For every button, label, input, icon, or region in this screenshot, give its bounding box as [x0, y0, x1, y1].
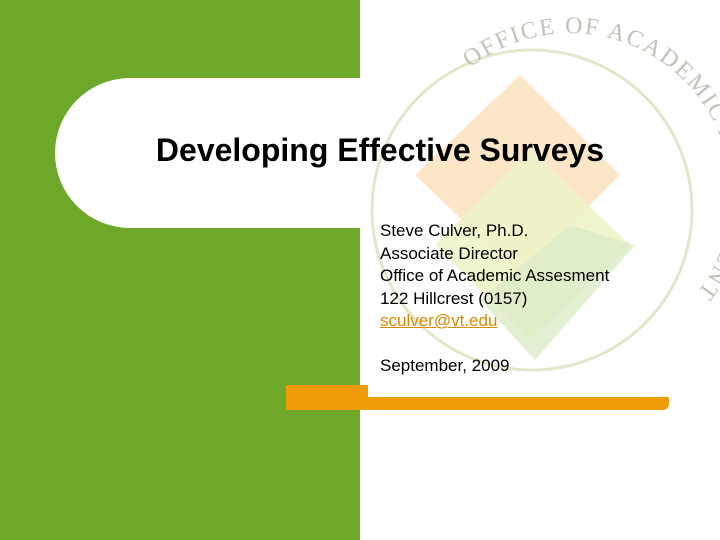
presenter-role: Associate Director	[380, 243, 518, 263]
presenter-office: Office of Academic Assesment	[380, 266, 610, 285]
logo-diamond-yellow	[435, 150, 630, 340]
spacer	[380, 333, 609, 356]
presenter-name: Steve Culver, Ph.D.	[380, 221, 529, 240]
logo-diamond-green	[480, 225, 635, 360]
presenter-info: Steve Culver, Ph.D. Associate Director O…	[380, 220, 609, 378]
presenter-address: 122 Hillcrest (0157)	[380, 288, 528, 308]
title-banner	[55, 78, 455, 228]
email-link[interactable]: sculver@vt.edu	[380, 311, 498, 330]
office-logo-watermark: OFFICE OF ACADEMIC ASSESSMENT	[370, 13, 720, 372]
slide-title: Developing Effective Surveys	[155, 132, 605, 168]
orange-accent-bar	[286, 385, 368, 410]
presentation-date: September, 2009	[380, 356, 510, 375]
orange-underline-bar	[366, 397, 669, 410]
logo-ring	[370, 48, 694, 372]
